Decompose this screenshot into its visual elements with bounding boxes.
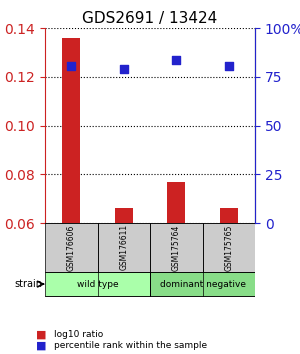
Text: strain: strain	[14, 279, 42, 289]
FancyBboxPatch shape	[45, 272, 150, 297]
FancyBboxPatch shape	[150, 272, 255, 297]
Point	[226, 64, 231, 69]
FancyBboxPatch shape	[98, 223, 150, 272]
Text: GSM175765: GSM175765	[224, 224, 233, 270]
Bar	[220, 209, 238, 354]
Text: percentile rank within the sample: percentile rank within the sample	[54, 341, 207, 350]
Text: dominant negative: dominant negative	[160, 280, 245, 289]
Text: ■: ■	[36, 340, 46, 350]
Text: GSM176611: GSM176611	[119, 224, 128, 270]
Point	[174, 57, 179, 63]
Point	[69, 63, 74, 69]
FancyBboxPatch shape	[45, 223, 98, 272]
Text: wild type: wild type	[77, 280, 118, 289]
Bar	[115, 209, 133, 354]
Text: ■: ■	[36, 330, 46, 339]
Text: GSM176606: GSM176606	[67, 224, 76, 270]
Bar	[167, 182, 185, 354]
FancyBboxPatch shape	[150, 223, 202, 272]
FancyBboxPatch shape	[202, 223, 255, 272]
Text: log10 ratio: log10 ratio	[54, 330, 103, 339]
Point	[121, 66, 126, 72]
Bar	[62, 38, 80, 354]
Text: GSM175764: GSM175764	[172, 224, 181, 270]
Title: GDS2691 / 13424: GDS2691 / 13424	[82, 11, 218, 26]
